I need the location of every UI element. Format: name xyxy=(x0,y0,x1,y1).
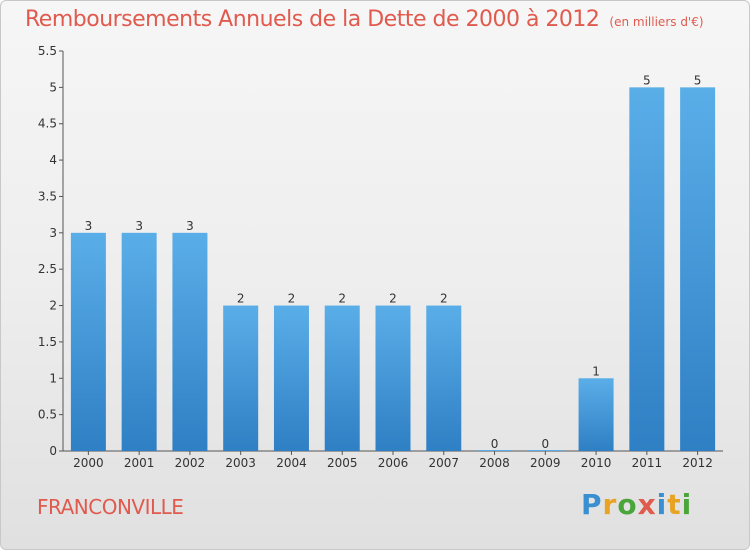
x-tick-label-2000: 2000 xyxy=(73,456,104,470)
data-label-2003: 2 xyxy=(237,292,245,306)
data-label-2011: 5 xyxy=(643,73,651,87)
logo-letter: i xyxy=(656,488,668,521)
x-tick-label-2006: 2006 xyxy=(378,456,409,470)
bar-2003 xyxy=(223,305,259,451)
y-tick-label: 1.5 xyxy=(38,335,57,349)
y-tick-label: 0.5 xyxy=(38,408,57,422)
chart-title: Remboursements Annuels de la Dette de 20… xyxy=(25,7,704,32)
logo-letter: P xyxy=(581,488,603,521)
commune-name: FRANCONVILLE xyxy=(37,495,184,519)
x-tick-label-2003: 2003 xyxy=(225,456,256,470)
data-label-2000: 3 xyxy=(85,219,93,233)
x-tick-label-2001: 2001 xyxy=(124,456,155,470)
data-label-2009: 0 xyxy=(541,437,549,451)
x-tick-label-2012: 2012 xyxy=(682,456,713,470)
logo-letter: o xyxy=(617,488,638,521)
data-labels: 3 3 3 2 2 2 2 2 0 0 1 5 5 xyxy=(85,73,702,451)
x-tick-label-2004: 2004 xyxy=(276,456,307,470)
y-tick-label: 4.5 xyxy=(38,117,57,131)
y-tick-label: 2 xyxy=(49,299,57,313)
bar-2006 xyxy=(375,305,411,451)
bar-2002 xyxy=(172,232,208,451)
bar-2011 xyxy=(629,87,665,451)
bars xyxy=(70,87,716,451)
y-tick-label: 2.5 xyxy=(38,262,57,276)
data-label-2008: 0 xyxy=(491,437,499,451)
y-tick-label: 5.5 xyxy=(38,44,57,58)
bar-2004 xyxy=(273,305,309,451)
logo-letter: r xyxy=(602,488,618,521)
y-tick-label: 1 xyxy=(49,371,57,385)
data-label-2006: 2 xyxy=(389,292,397,306)
bar-2001 xyxy=(121,232,157,451)
logo-letter: i xyxy=(681,488,693,521)
y-tick-label: 5 xyxy=(49,80,57,94)
x-tick-label-2008: 2008 xyxy=(479,456,510,470)
bar-2012 xyxy=(680,87,716,451)
x-tick-label-2009: 2009 xyxy=(530,456,561,470)
data-label-2007: 2 xyxy=(440,292,448,306)
x-tick-label-2010: 2010 xyxy=(581,456,612,470)
data-label-2005: 2 xyxy=(338,292,346,306)
bar-2000 xyxy=(70,232,106,451)
x-tick-label-2007: 2007 xyxy=(428,456,459,470)
x-tick-label-2011: 2011 xyxy=(632,456,663,470)
bar-2005 xyxy=(324,305,360,451)
data-label-2004: 2 xyxy=(288,292,296,306)
bar-2010 xyxy=(578,378,614,451)
x-tick-label-2002: 2002 xyxy=(175,456,206,470)
logo-letter: x xyxy=(637,488,657,521)
bar-2007 xyxy=(426,305,462,451)
proxiti-logo: Proxiti xyxy=(581,488,692,521)
y-tick-label: 3 xyxy=(49,226,57,240)
data-label-2002: 3 xyxy=(186,219,194,233)
chart-subtitle: (en milliers d'€) xyxy=(609,15,704,29)
chart-title-text: Remboursements Annuels de la Dette de 20… xyxy=(25,7,600,32)
data-label-2012: 5 xyxy=(694,73,702,87)
data-label-2010: 1 xyxy=(592,364,600,378)
y-tick-label: 0 xyxy=(49,444,57,458)
y-tick-label: 4 xyxy=(49,153,57,167)
y-tick-label: 3.5 xyxy=(38,189,57,203)
x-tick-label-2005: 2005 xyxy=(327,456,358,470)
data-label-2001: 3 xyxy=(135,219,143,233)
logo-letter: t xyxy=(667,488,682,521)
